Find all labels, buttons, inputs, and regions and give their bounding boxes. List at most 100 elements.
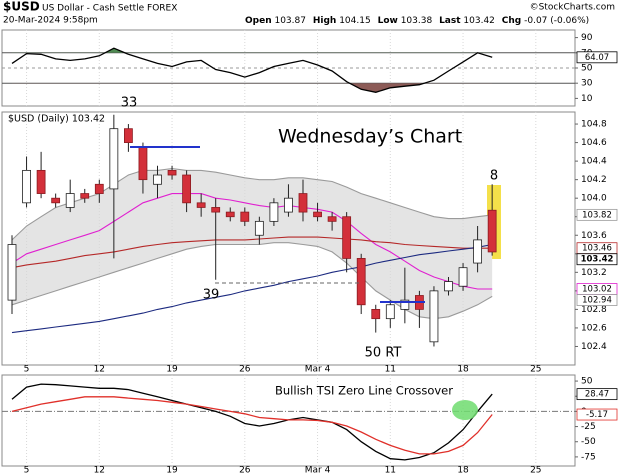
x-tick-label: 5 [24,466,30,476]
candle-body [124,128,133,143]
x-tick-label: 19 [166,365,178,375]
x-tick-label: 12 [94,466,105,476]
data-layer [2,30,578,466]
value-tag: 103.82 [582,210,612,220]
overlay-line [11,242,493,320]
overlay-line [11,236,493,269]
overlay-line [11,167,493,241]
candle-body [385,304,395,320]
y-tick-label: 104.0 [581,194,607,204]
value-tag-box [576,208,618,221]
quote-value: 103.38 [401,16,433,26]
candle-body [167,169,177,176]
value-tag: 28.47 [585,390,609,400]
y-tick-label: 103.2 [581,268,607,278]
indicator-line [11,47,493,93]
y-tick-label: 103.6 [581,231,607,241]
x-tick-label: 12 [94,365,105,375]
candle-body [94,183,104,194]
y-tick-label: 90 [581,33,593,43]
y-tick-label: 104.6 [581,138,607,148]
source: ©StockCharts.com [530,3,615,13]
x-tick-label: 19 [166,466,178,476]
panel-title: $USD (Daily) 103.42 [8,114,105,125]
candle-body [51,197,61,204]
date: 20-Mar-2024 9:58pm [3,16,98,26]
candle-body [371,308,381,320]
value-tag-box [576,388,618,401]
annotation: 50 RT [365,346,402,361]
candle-body [109,128,119,190]
x-tick-label: 18 [457,365,469,375]
candle-body [153,174,162,185]
quote-label: Low [378,16,398,26]
candle-body [400,299,410,310]
y-tick-label: 104.8 [581,120,607,130]
quote-label: Chg [502,16,521,26]
overlay-line [11,243,493,334]
tsi-panel-frame [1,374,576,467]
x-tick-label: 26 [239,365,251,375]
oversold-fill [12,83,493,93]
indicator-line [11,383,493,461]
candle-body [196,202,206,208]
candle-body [22,169,31,204]
value-tag: 103.42 [581,255,614,265]
annotation: 8 [490,169,498,184]
candle-body [313,211,322,218]
value-tag: 64.07 [585,53,609,63]
candle-body [225,211,235,218]
annotation: Bullish TSI Zero Line Crossover [275,384,453,398]
candle-body [80,193,90,199]
value-tag: -5.17 [586,410,608,420]
value-tag-box [576,51,618,64]
indicator-line [11,396,493,455]
y-tick-label: 50 [581,64,593,74]
quote-value: 103.42 [463,16,495,26]
candle-body [7,244,17,301]
candle-body [138,146,148,181]
y-tick-label: 102.8 [581,305,607,315]
value-tag-box [576,294,618,306]
value-tag: 103.02 [582,285,612,295]
header: $USD US Dollar - Cash Settle FOREX ©Stoc… [3,0,615,26]
y-tick-label: -50 [581,437,596,447]
y-tick-label: -25 [581,422,596,432]
security-name: US Dollar - Cash Settle FOREX [42,4,177,14]
candle-body [487,209,497,253]
quote-label: Open [245,16,272,26]
candle-body [356,258,366,306]
x-tick-label: 26 [239,466,251,476]
candle-body [240,211,250,222]
overbought-fill [12,48,493,53]
candle-body [254,220,264,236]
crossover-highlight [452,400,478,420]
quote-label: Last [439,16,461,26]
candle-body [327,216,337,222]
candle-body [36,169,46,194]
y-tick-label: -75 [581,452,596,462]
annotation: 33 [121,96,138,111]
price-panel-frame [1,111,576,366]
candle-body [269,202,279,222]
candle-body [342,216,352,259]
value-tag-box [576,253,618,266]
y-tick-label: 102.4 [581,342,607,352]
candle-body [458,267,468,287]
candle-body [284,197,293,213]
y-tick-label: 30 [581,79,593,89]
annotation: 39 [203,288,220,303]
symbol: $USD [3,0,40,14]
x-tick-label: 18 [457,466,469,476]
x-tick-label: 11 [385,365,396,375]
candle-body [211,207,221,213]
candle-body [444,281,453,292]
x-tick-label: 5 [24,365,30,375]
y-tick-label: 104.4 [581,157,607,167]
candle-body [429,290,439,343]
x-tick-label: Mar 4 [305,466,331,476]
y-tick-label: 10 [581,94,593,104]
y-tick-label: 50 [581,377,593,387]
candle-body [298,193,308,213]
